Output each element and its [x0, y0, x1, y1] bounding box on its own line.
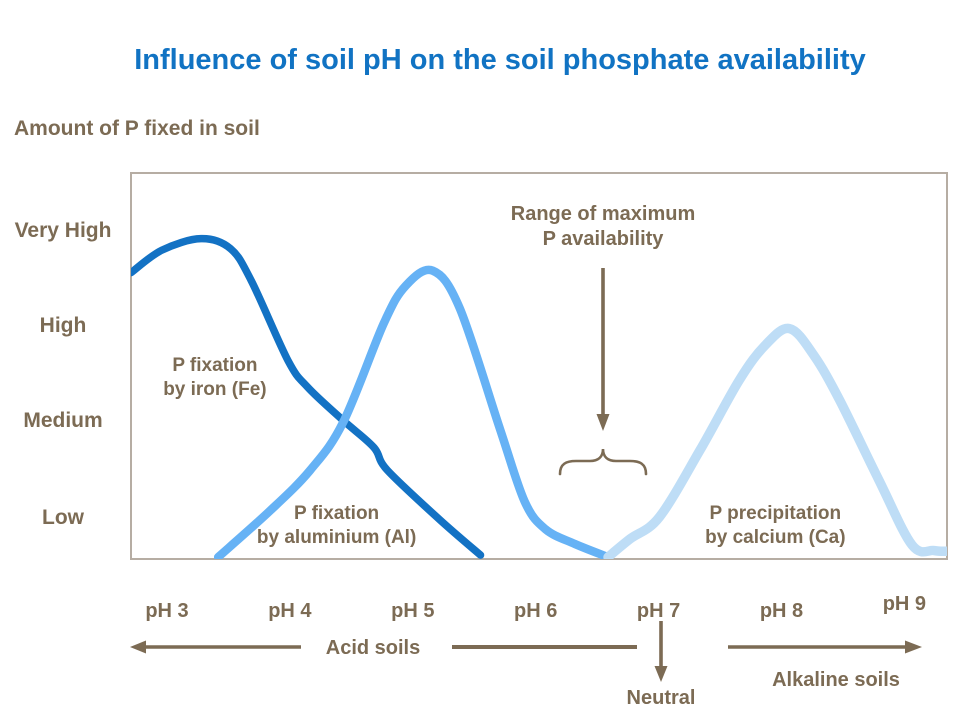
y-axis-label: High — [39, 314, 87, 338]
curve-aluminium — [213, 265, 613, 559]
y-axis-label: Medium — [23, 409, 103, 433]
x-axis-label: pH 3 — [145, 600, 189, 622]
range-of-max-availability-note: Range of maximum P availability — [473, 202, 733, 252]
curly-brace-icon — [558, 448, 648, 476]
page-title: Influence of soil pH on the soil phospha… — [134, 44, 866, 76]
curve-label-calcium: P precipitation by calcium (Ca) — [705, 502, 846, 548]
x-axis-label: pH 8 — [759, 600, 804, 622]
neutral-down-arrow-icon — [654, 621, 668, 682]
curve-label-iron: P fixation by iron (Fe) — [163, 355, 267, 401]
curve-calcium — [603, 323, 947, 559]
x-axis-label: pH 9 — [882, 593, 927, 615]
y-axis-label: Low — [42, 506, 84, 530]
down-arrow-icon — [596, 268, 610, 431]
right-arrow-icon — [728, 640, 922, 654]
left-arrow-icon — [130, 640, 301, 654]
x-axis-label: pH 5 — [391, 600, 435, 622]
range-note-line1: Range of maximum — [510, 203, 696, 225]
curves-layer — [131, 234, 947, 559]
curve-iron — [131, 234, 485, 559]
y-axis-label: Very High — [14, 218, 112, 242]
alkaline-soils-label: Alkaline soils — [772, 669, 900, 691]
acid-soils-label: Acid soils — [325, 637, 421, 659]
acid-range-line — [452, 645, 637, 649]
x-axis-label: pH 7 — [636, 600, 681, 622]
curve-label-aluminium: P fixation by aluminium (Al) — [256, 502, 417, 548]
x-axis-label: pH 4 — [268, 600, 312, 622]
range-note-line2: P availability — [542, 228, 664, 250]
y-axis-title: Amount of P fixed in soil — [14, 117, 260, 140]
chart-plot-area — [130, 172, 948, 560]
x-axis-label: pH 6 — [514, 600, 558, 622]
neutral-label: Neutral — [626, 687, 696, 709]
